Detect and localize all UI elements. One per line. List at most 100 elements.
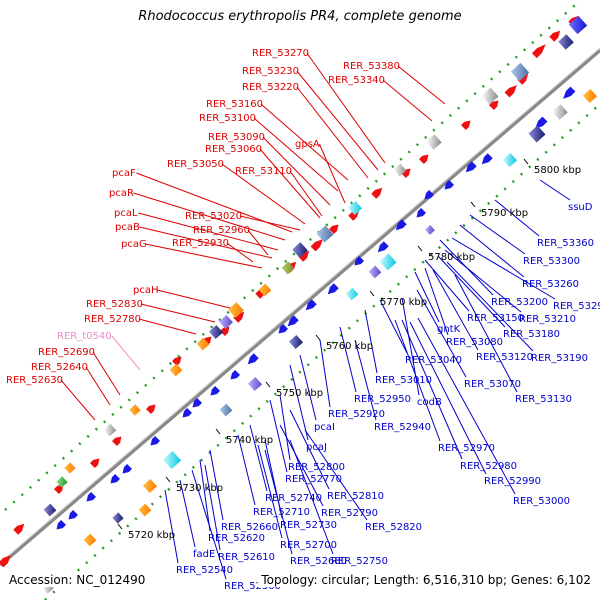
gene-label: pcaL xyxy=(114,208,138,219)
gene-label: RER_53260 xyxy=(522,279,579,290)
forward-gene xyxy=(517,73,529,85)
leader-line xyxy=(451,237,556,300)
gene-label: RER_t0540 xyxy=(57,331,112,342)
forward-gene xyxy=(0,555,11,568)
gene-label: RER_52820 xyxy=(365,522,422,533)
leader-line xyxy=(60,379,96,421)
forward-gene xyxy=(233,311,245,323)
accession-label: Accession: NC_012490 xyxy=(6,573,149,587)
leader-line xyxy=(221,163,306,225)
forward-gene xyxy=(371,187,383,199)
gene-label: RER_52950 xyxy=(354,394,411,405)
leader-line xyxy=(339,326,357,393)
gene-block xyxy=(425,225,435,235)
gene-label: RER_53090 xyxy=(208,132,265,143)
leader-line xyxy=(379,299,408,354)
gene-label: RER_52980 xyxy=(460,461,517,472)
leader-line xyxy=(264,449,293,555)
gene-block xyxy=(292,242,308,258)
gene-label: gpsA xyxy=(295,139,320,150)
gene-label: RER_53160 xyxy=(206,99,263,110)
leader-line xyxy=(394,319,441,442)
gene-block xyxy=(208,324,224,340)
leader-line xyxy=(401,297,420,396)
gene-block xyxy=(162,450,182,470)
reverse-gene xyxy=(150,436,160,446)
gene-label: RER_52660 xyxy=(221,522,278,533)
gene-label: RER_52740 xyxy=(265,493,322,504)
backbone-highlight xyxy=(0,47,600,564)
leader-line xyxy=(417,317,516,495)
tick-label: 5800 kbp xyxy=(534,165,581,176)
gene-block xyxy=(112,512,124,524)
leader-line xyxy=(262,136,331,206)
gene-block xyxy=(288,334,304,350)
gene-block xyxy=(228,302,244,318)
leader-line xyxy=(444,249,522,313)
leader-line xyxy=(459,224,525,278)
gene-block xyxy=(347,200,363,216)
gene-label: RER_52730 xyxy=(280,520,337,531)
gene-label: RER_53190 xyxy=(531,353,588,364)
leader-line xyxy=(191,469,227,580)
gene-label: RER_53220 xyxy=(242,82,299,93)
leader-line xyxy=(432,269,479,351)
forward-gene xyxy=(504,85,517,98)
reverse-gene xyxy=(377,241,389,253)
gene-label: RER_53120 xyxy=(476,352,533,363)
forward-gene xyxy=(220,326,230,336)
gene-label: pcaG xyxy=(121,239,147,250)
reverse-gene xyxy=(305,299,317,311)
gene-block xyxy=(379,253,397,271)
gene-block xyxy=(56,476,68,488)
forward-gene xyxy=(172,356,182,366)
gene-block xyxy=(43,503,57,517)
figure-title: Rhodococcus erythropolis PR4, complete g… xyxy=(138,9,462,24)
gene-label: RER_53010 xyxy=(375,375,432,386)
forward-gene xyxy=(549,30,561,42)
leader-line xyxy=(446,261,534,352)
gene-label: RER_52800 xyxy=(288,462,345,473)
genome-summary: Topology: circular; Length: 6,516,310 bp… xyxy=(258,573,594,587)
leader-line xyxy=(409,321,487,475)
gene-block xyxy=(510,62,530,82)
gene-block xyxy=(426,134,442,150)
reverse-gene xyxy=(192,398,202,408)
leader-line xyxy=(296,86,369,179)
tick-label: 5740 kbp xyxy=(226,435,273,446)
leader-line xyxy=(437,255,506,328)
gene-block xyxy=(502,152,518,168)
leader-line xyxy=(424,259,470,312)
gene-label: RER_53300 xyxy=(523,256,580,267)
coordinate-ticks: 5720 kbp 5730 kbp 5740 kbp 5750 kbp 5760 kbp… xyxy=(117,158,581,541)
gene-label: RER_52680 xyxy=(290,556,347,567)
leader-line xyxy=(279,424,324,507)
forward-gene xyxy=(146,404,156,414)
gene-block xyxy=(528,125,546,143)
reverse-gene xyxy=(424,190,434,200)
reverse-gene xyxy=(395,219,407,231)
gene-label: RER_52540 xyxy=(176,565,233,576)
tick-mark xyxy=(117,523,123,530)
gene-block xyxy=(481,87,499,105)
gene-label: RER_53200 xyxy=(491,297,548,308)
gene-block xyxy=(393,163,407,177)
tick-mark xyxy=(417,245,423,252)
forward-gene xyxy=(489,100,499,110)
tick-label: 5730 kbp xyxy=(176,483,223,494)
forward-gene xyxy=(531,44,546,59)
gene-label: RER_53040 xyxy=(405,355,462,366)
gene-block xyxy=(552,104,568,120)
tick-mark xyxy=(369,290,375,297)
gene-block xyxy=(219,403,233,417)
gene-label: RER_53230 xyxy=(242,66,299,77)
leader-line xyxy=(318,143,346,204)
gene-label: RER_52780 xyxy=(84,314,141,325)
gene-label: gntK xyxy=(437,324,461,335)
leader-line xyxy=(138,212,279,251)
tick-label: 5770 kbp xyxy=(380,297,427,308)
gene-block xyxy=(103,423,117,437)
leader-line xyxy=(259,148,321,219)
label-leader-lines xyxy=(60,52,571,580)
leader-line xyxy=(289,170,323,217)
